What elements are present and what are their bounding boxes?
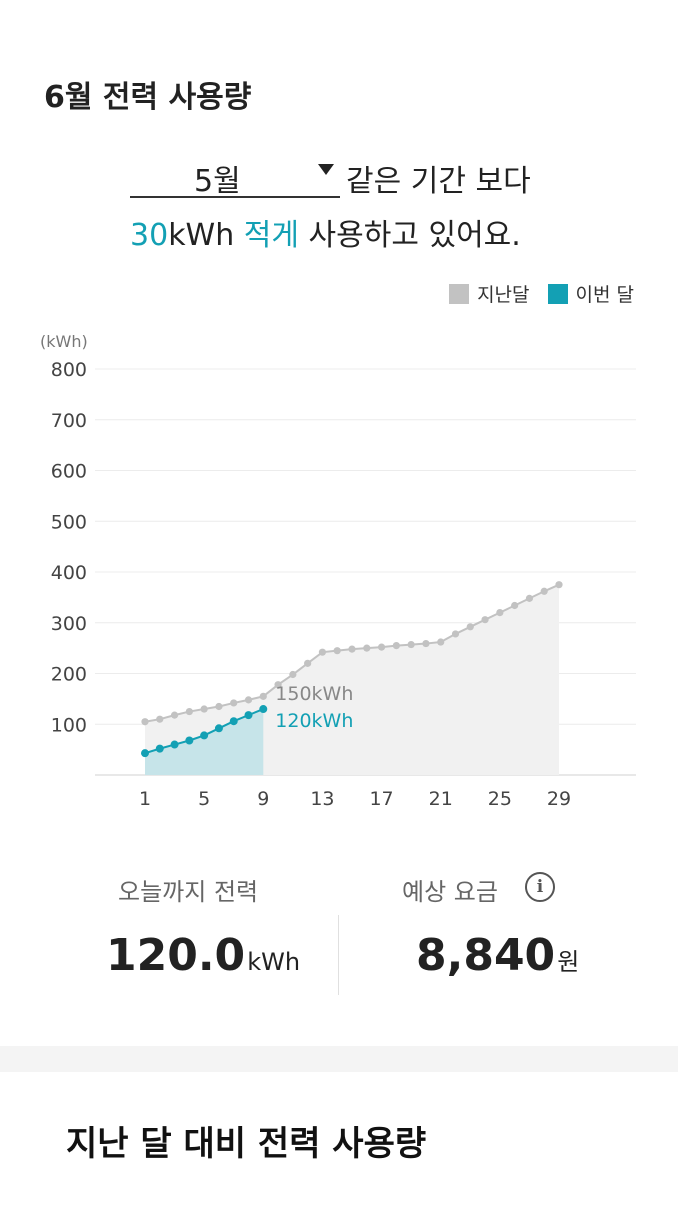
legend-label-this: 이번 달: [575, 284, 634, 306]
point-last-month: [422, 639, 430, 648]
point-last-month: [407, 640, 415, 649]
info-icon[interactable]: i: [525, 872, 555, 902]
point-last-month: [318, 648, 327, 656]
point-last-month: [289, 670, 297, 679]
point-last-month: [230, 699, 238, 707]
x-tick-label: 17: [369, 788, 393, 810]
estimated-bill-value: 8,840원: [416, 930, 579, 981]
point-this-month: [244, 711, 253, 720]
point-this-month: [214, 724, 223, 733]
annotation-last-month: 150kWh: [275, 683, 353, 705]
point-last-month: [555, 581, 563, 589]
legend-swatch-last: [449, 283, 470, 304]
point-this-month: [170, 740, 179, 749]
x-tick-label: 5: [198, 788, 210, 810]
point-this-month: [200, 731, 209, 740]
comparison-result: 30kWh 적게 사용하고 있어요.: [130, 210, 521, 254]
legend-swatch-this: [547, 283, 568, 304]
section-title-comparison: 지난 달 대비 전력 사용량: [66, 1124, 427, 1164]
point-last-month: [363, 644, 371, 652]
month-dropdown[interactable]: 5월: [130, 150, 340, 199]
point-last-month: [451, 630, 460, 638]
point-this-month: [141, 749, 149, 758]
legend-label-last: 지난달: [477, 284, 530, 306]
point-last-month: [304, 659, 312, 667]
x-tick-label: 25: [488, 788, 512, 810]
usage-stats: 오늘까지 전력 예상 요금 i 120.0kWh 8,840원: [0, 860, 678, 1010]
comparison-sentence: 5월 같은 기간 보다: [130, 150, 570, 199]
month-dropdown-value: 5월: [194, 164, 241, 199]
y-tick-label: 400: [51, 562, 87, 584]
point-this-month: [155, 744, 164, 753]
point-last-month: [392, 641, 400, 650]
today-usage-value: 120.0kWh: [106, 930, 300, 981]
x-tick-label: 13: [310, 788, 334, 810]
point-last-month: [540, 587, 548, 595]
point-last-month: [244, 696, 253, 704]
y-tick-label: 800: [51, 359, 87, 381]
y-tick-label: 200: [51, 664, 87, 686]
point-last-month: [333, 647, 341, 655]
point-last-month: [348, 645, 356, 653]
diff-value: 30: [130, 218, 169, 253]
chart-legend: 지난달 이번 달: [437, 280, 634, 307]
point-this-month: [229, 717, 238, 726]
legend-item-this-month: 이번 달: [547, 280, 634, 307]
area-this-month: [145, 709, 264, 775]
point-last-month: [215, 702, 223, 711]
point-last-month: [481, 616, 489, 624]
legend-item-last-month: 지난달: [449, 280, 530, 307]
x-tick-label: 21: [429, 788, 453, 810]
y-axis-unit-label: (kWh): [40, 332, 88, 351]
point-last-month: [377, 643, 386, 651]
point-last-month: [156, 715, 164, 723]
point-this-month: [185, 736, 194, 745]
x-tick-label: 29: [547, 788, 571, 810]
point-last-month: [200, 705, 208, 713]
point-last-month: [511, 601, 519, 610]
point-last-month: [525, 594, 534, 602]
point-last-month: [274, 681, 282, 689]
point-last-month: [141, 718, 149, 726]
diff-word: 적게: [243, 218, 299, 253]
page-title: 6월 전력 사용량: [44, 80, 252, 115]
point-this-month: [259, 705, 268, 714]
point-last-month: [466, 623, 474, 631]
point-last-month: [496, 609, 504, 617]
y-tick-label: 500: [51, 511, 87, 533]
stats-divider: [338, 915, 339, 995]
today-usage-number: 120.0: [106, 930, 246, 981]
estimated-bill-label: 예상 요금: [402, 878, 498, 906]
today-usage-label: 오늘까지 전력: [118, 878, 259, 906]
section-separator: [0, 1046, 678, 1072]
comparison-suffix: 같은 기간 보다: [346, 164, 531, 199]
point-last-month: [259, 692, 267, 700]
x-tick-label: 9: [257, 788, 269, 810]
estimated-bill-number: 8,840: [416, 930, 556, 981]
y-tick-label: 700: [51, 410, 87, 432]
x-tick-label: 1: [139, 788, 151, 810]
y-tick-label: 600: [51, 461, 87, 483]
y-tick-label: 100: [51, 714, 87, 736]
point-last-month: [185, 707, 193, 716]
diff-unit: kWh: [168, 218, 235, 253]
estimated-bill-unit: 원: [557, 948, 580, 976]
annotation-this-month: 120kWh: [275, 710, 353, 732]
point-last-month: [437, 638, 445, 646]
chevron-down-icon: [318, 164, 334, 175]
y-tick-label: 300: [51, 613, 87, 635]
today-usage-unit: kWh: [247, 948, 301, 976]
point-last-month: [170, 711, 179, 719]
diff-tail: 사용하고 있어요.: [308, 218, 521, 253]
usage-chart: (kWh) 100 200 300 400 500 600 700 800 1 5 9 13 17 21 25…: [40, 332, 636, 810]
